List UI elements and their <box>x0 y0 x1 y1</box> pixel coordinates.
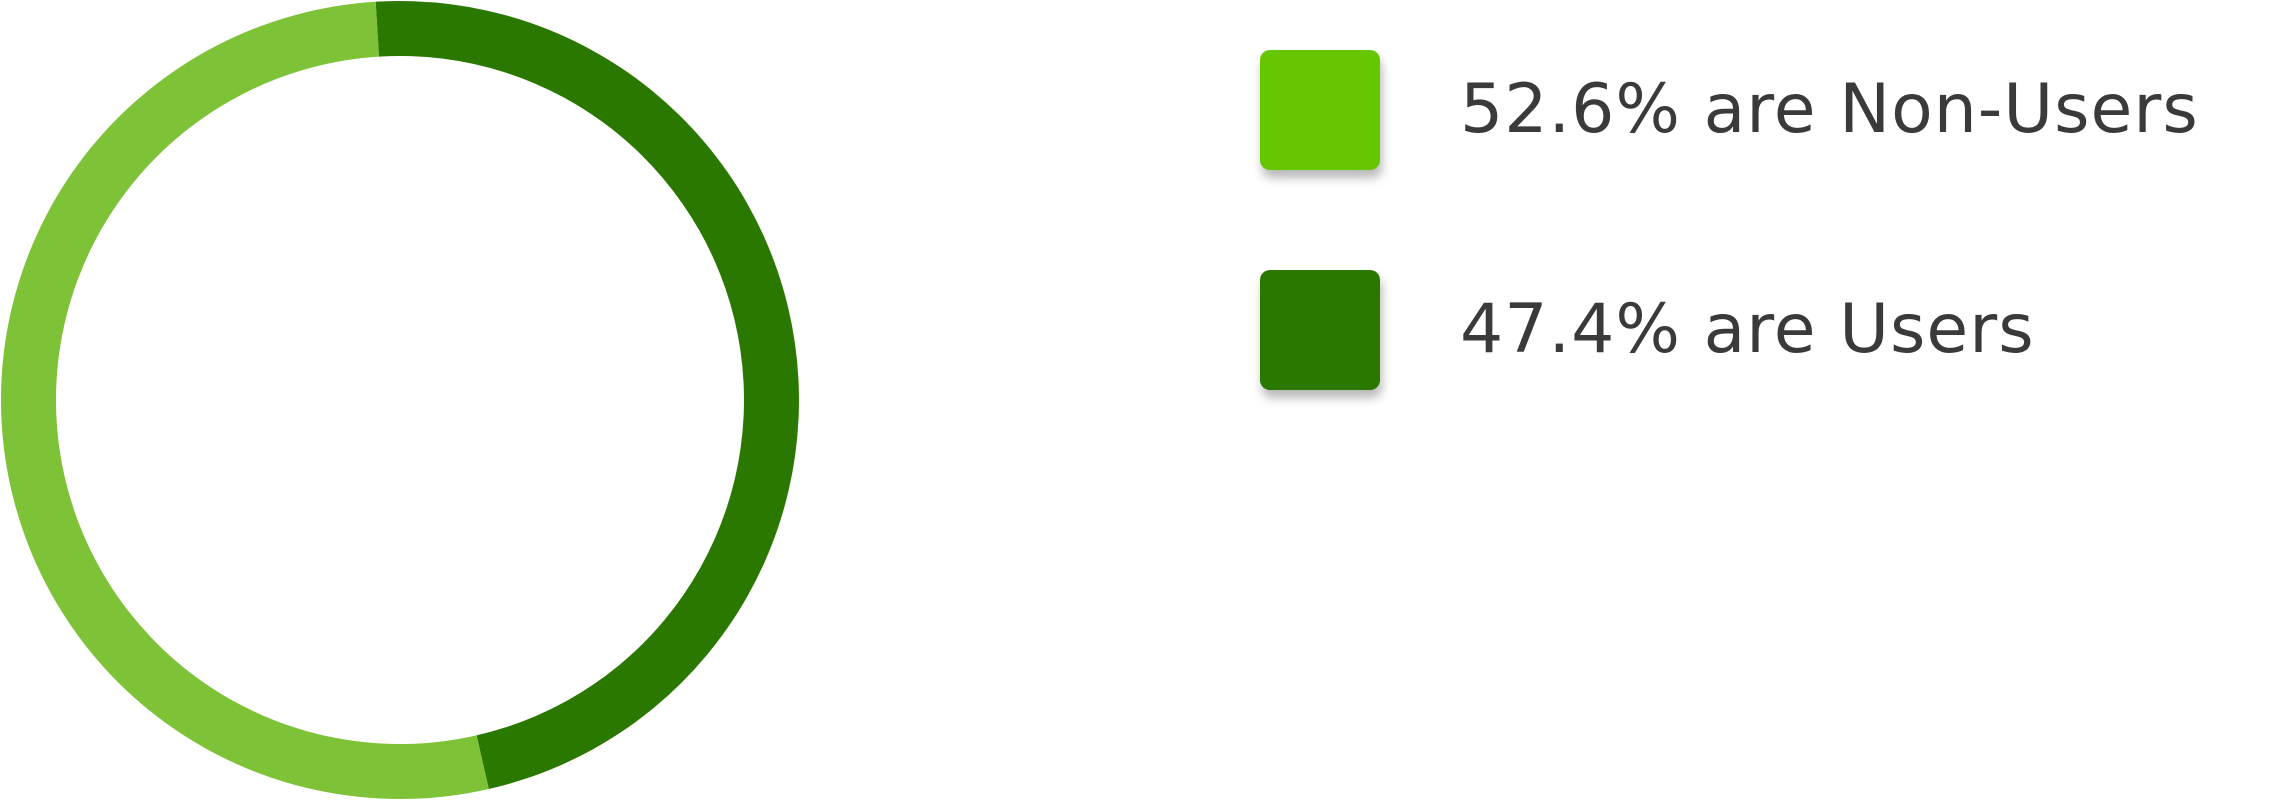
donut-slice-users <box>375 1 799 789</box>
donut-slice-non-users <box>0 1 489 800</box>
donut-chart <box>0 1 799 800</box>
legend-swatch-non-users <box>1260 50 1380 170</box>
legend-label-non-users: 52.6% are Non-Users <box>1460 70 2199 149</box>
legend-label-users: 47.4% are Users <box>1460 290 2035 369</box>
legend-swatch-users <box>1260 270 1380 390</box>
